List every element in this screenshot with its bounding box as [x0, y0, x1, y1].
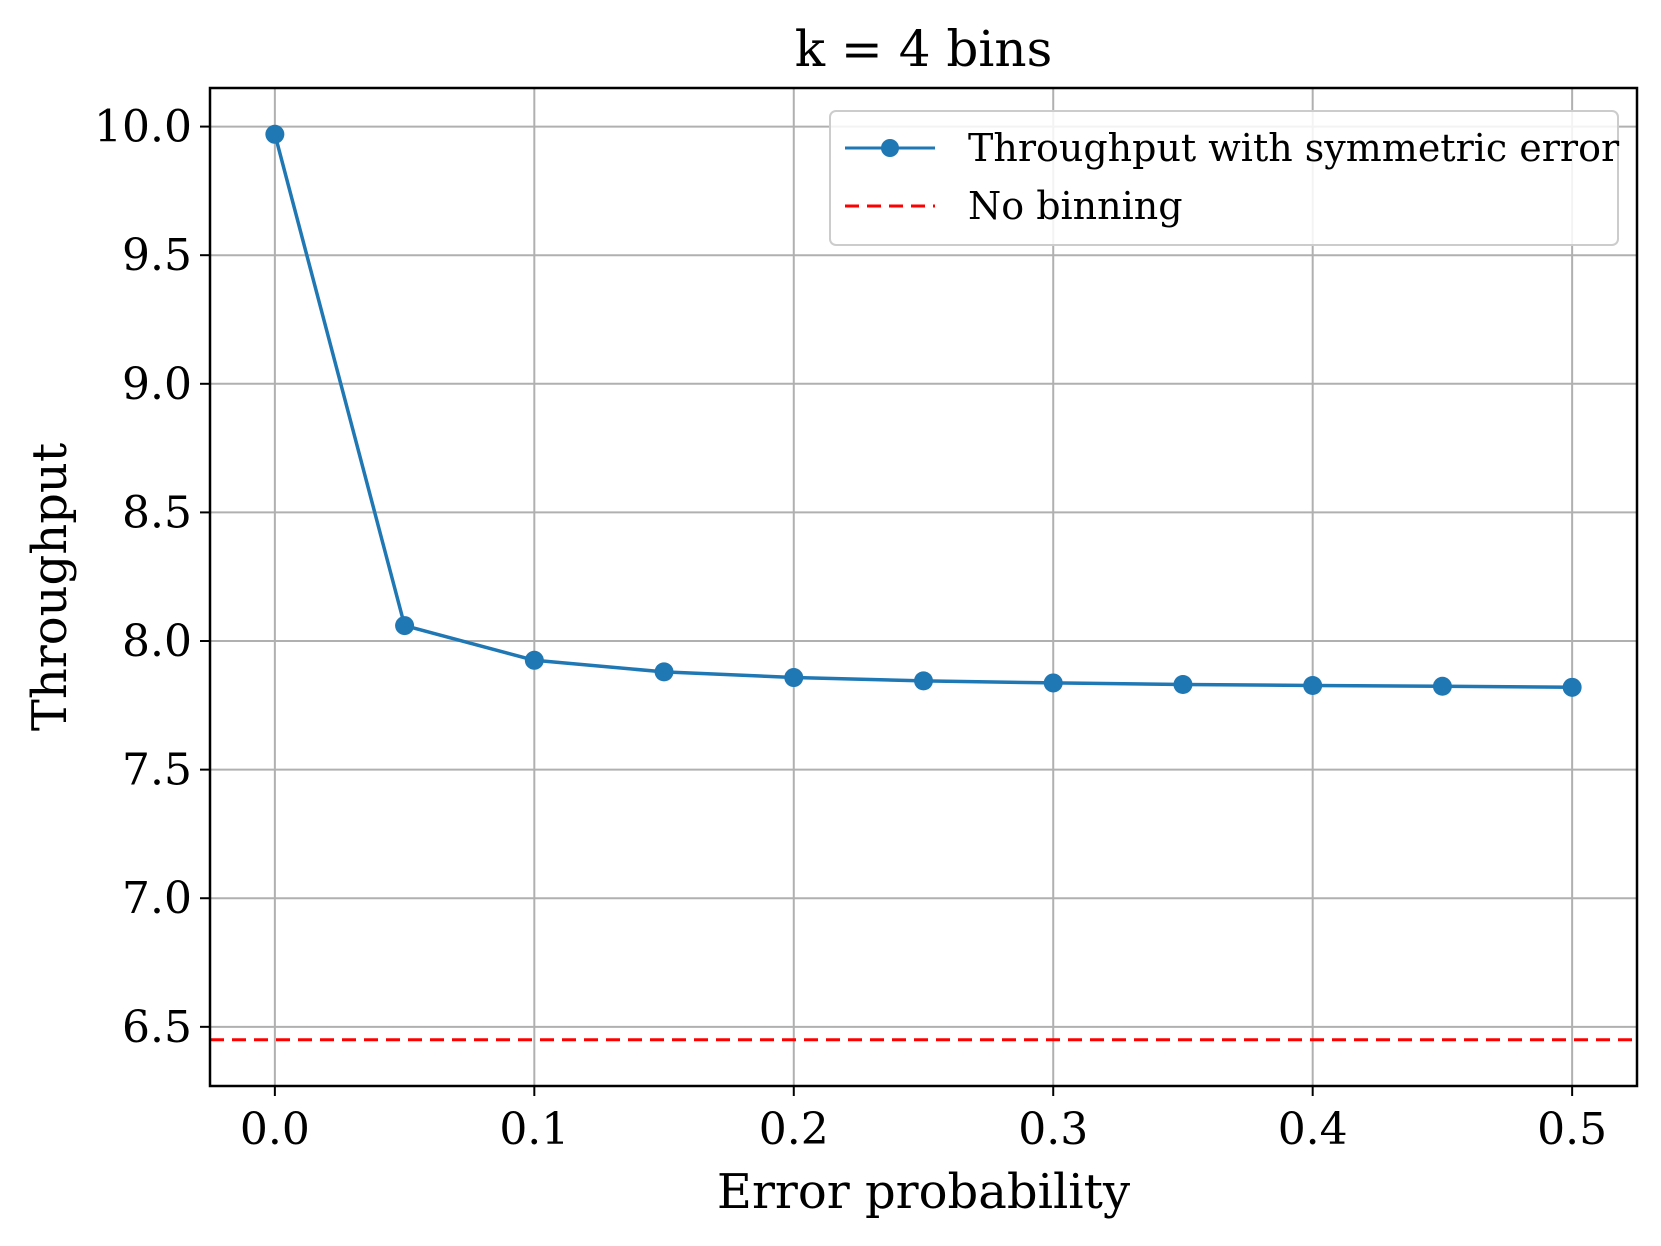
data-point: [654, 662, 674, 682]
x-tick-label: 0.0: [240, 1104, 310, 1155]
x-tick-label: 0.4: [1278, 1104, 1348, 1155]
data-point: [784, 668, 804, 688]
y-axis-label: Throughput: [22, 443, 78, 731]
y-tick-label: 10.0: [94, 102, 192, 153]
data-point: [395, 616, 415, 636]
legend-label-no-binning: No binning: [968, 184, 1183, 228]
data-point: [1432, 676, 1452, 696]
y-tick-label: 9.5: [122, 230, 192, 281]
series-group: [265, 124, 1582, 697]
legend: Throughput with symmetric error No binni…: [829, 110, 1620, 246]
chart-title: k = 4 bins: [795, 20, 1053, 78]
y-tick-label: 7.0: [122, 873, 192, 924]
x-tick-label: 0.3: [1018, 1104, 1088, 1155]
data-point: [265, 124, 285, 144]
legend-marker-series: [881, 139, 899, 157]
data-point: [1303, 676, 1323, 696]
y-tick-label: 8.0: [122, 616, 192, 667]
data-point: [1043, 673, 1063, 693]
data-point: [914, 671, 933, 691]
plot-frame: [208, 86, 1639, 1088]
data-point: [1173, 674, 1193, 694]
x-axis-label: Error probability: [717, 1164, 1130, 1220]
y-tick-label: 7.5: [122, 745, 192, 796]
data-point: [1562, 677, 1582, 697]
y-tick-label: 6.5: [122, 1002, 192, 1053]
legend-box: [829, 110, 1619, 246]
x-tick-label: 0.5: [1537, 1104, 1607, 1155]
x-tick-label: 0.1: [499, 1104, 569, 1155]
legend-label-series: Throughput with symmetric error: [968, 126, 1620, 170]
y-tick-label: 9.0: [122, 359, 192, 410]
y-tick-label: 8.5: [122, 487, 192, 538]
ticks: 0.0 0.1 0.2 0.3 0.4 0.5 6.5 7.0 7.5 8.0 8.5 9.0 9.5 1…: [94, 102, 1607, 1155]
x-tick-label: 0.2: [759, 1104, 829, 1155]
data-point: [524, 650, 544, 670]
